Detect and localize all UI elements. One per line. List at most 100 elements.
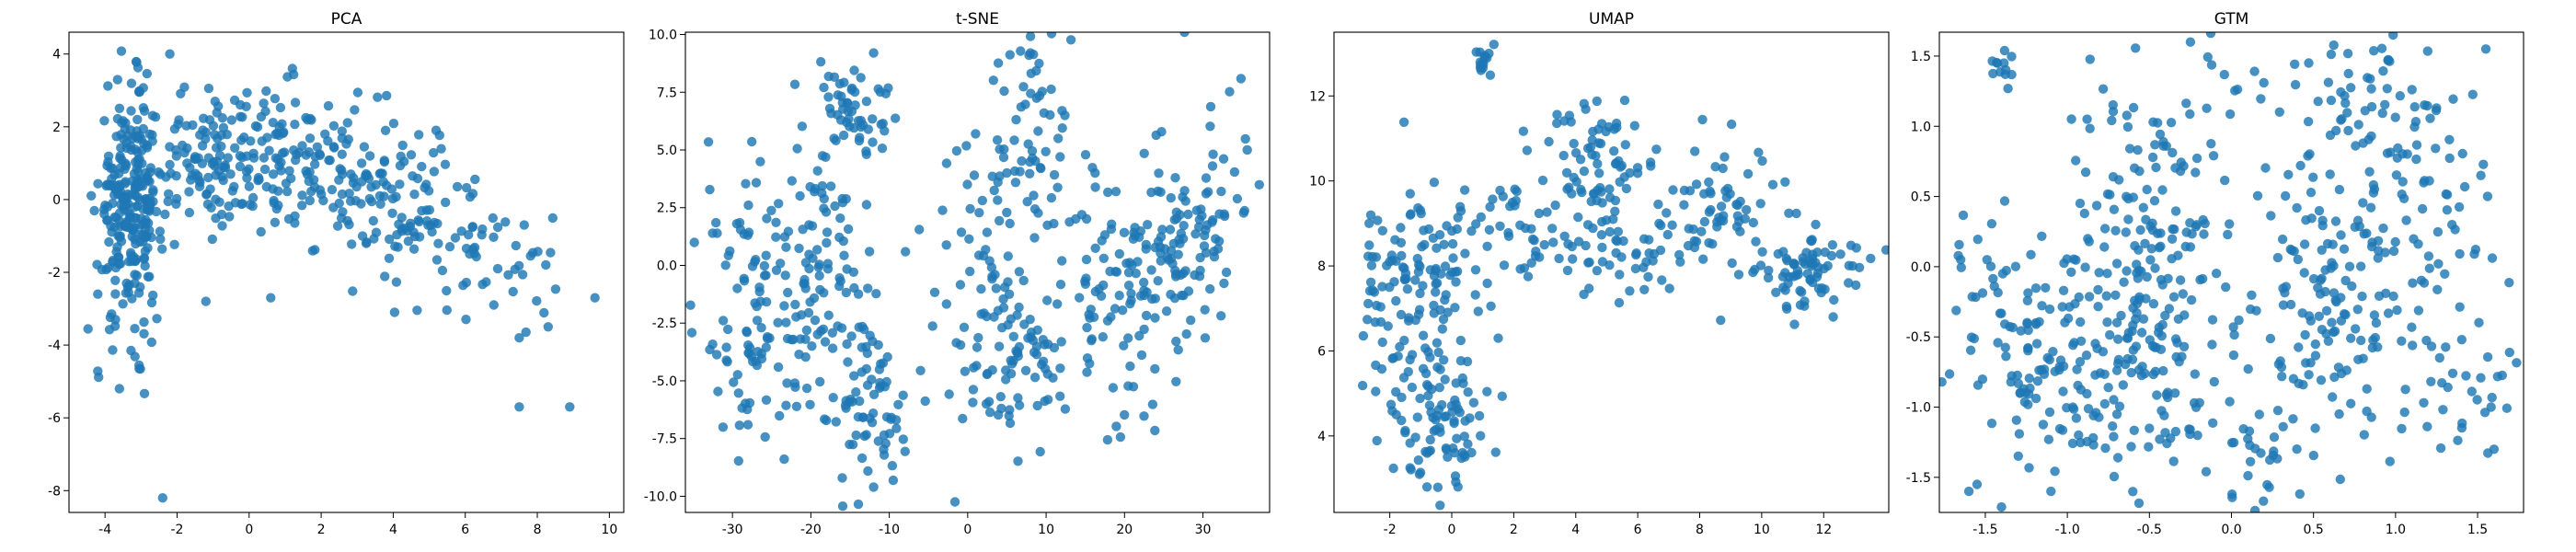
gtm-point-443 [2265, 333, 2276, 344]
tsne-ytick-label-3: -2.5 [652, 316, 677, 331]
gtm-point-445 [2310, 339, 2320, 350]
tsne-point-398 [1017, 155, 1027, 167]
gtm-point-66 [2030, 393, 2041, 404]
tsne-point-568 [1156, 232, 1167, 242]
umap-point-164 [1410, 432, 1420, 443]
gtm-point-676 [2259, 496, 2269, 506]
umap-point-410 [1704, 207, 1715, 217]
umap-point-204 [1413, 259, 1424, 270]
umap-point-262 [1573, 236, 1584, 247]
gtm-point-247 [2093, 284, 2103, 295]
umap-point-535 [1844, 278, 1854, 288]
gtm-point-578 [2398, 177, 2408, 187]
umap-point-507 [1844, 260, 1855, 270]
gtm-point-235 [2133, 245, 2144, 255]
gtm-point-540 [2447, 220, 2457, 230]
tsne-point-125 [791, 401, 802, 411]
gtm-point-604 [2342, 49, 2353, 59]
pca-point-621 [492, 263, 503, 274]
gtm-point-473 [2329, 372, 2340, 383]
umap-title: UMAP [1589, 10, 1634, 29]
gtm-point-698 [2185, 37, 2196, 47]
gtm-point-345 [2181, 98, 2191, 109]
umap-point-67 [1403, 366, 1414, 377]
gtm-point-493 [2289, 246, 2299, 257]
umap-point-352 [1632, 168, 1643, 178]
umap-point-183 [1441, 411, 1452, 421]
gtm-point-55 [1969, 333, 1980, 344]
pca-point-651 [525, 251, 535, 261]
gtm-point-369 [2108, 99, 2118, 110]
pca-point-493 [359, 142, 370, 152]
pca-point-569 [429, 147, 439, 158]
gtm-point-429 [2299, 268, 2309, 278]
umap-point-211 [1453, 213, 1463, 223]
tsne-point-308 [891, 113, 901, 123]
tsne-point-303 [823, 71, 834, 82]
gtm-point-570 [2408, 278, 2418, 288]
tsne-point-200 [837, 198, 848, 208]
umap-point-200 [1470, 265, 1481, 275]
tsne-point-4 [781, 400, 791, 410]
umap-point-120 [1371, 386, 1381, 397]
umap-point-173 [1455, 356, 1466, 366]
gtm-point-624 [2329, 40, 2339, 51]
gtm-point-621 [2290, 79, 2301, 90]
tsne-point-487 [1004, 289, 1015, 299]
tsne-point-603 [1240, 133, 1250, 144]
umap-point-188 [1466, 447, 1477, 458]
pca-point-169 [146, 232, 156, 243]
gtm-point-322 [2133, 498, 2145, 509]
pca-point-273 [147, 110, 158, 121]
pca-point-579 [393, 242, 403, 252]
umap-point-440 [1784, 208, 1794, 218]
pca-point-477 [262, 132, 272, 143]
tsne-point-301 [836, 91, 846, 101]
gtm-point-383 [2151, 162, 2161, 173]
tsne-point-577 [1125, 361, 1135, 372]
tsne-point-469 [1014, 302, 1024, 313]
pca-point-658 [114, 384, 124, 394]
gtm-point-265 [2112, 453, 2123, 463]
gtm-point-127 [2057, 302, 2067, 312]
pca-point-195 [134, 86, 144, 97]
pca-point-487 [219, 162, 229, 172]
gtm-point-110 [2103, 383, 2113, 393]
umap-point-362 [1597, 198, 1607, 208]
umap-point-163 [1434, 383, 1445, 393]
tsne-point-93 [790, 299, 800, 310]
tsne-point-21 [801, 325, 812, 336]
tsne-point-98 [771, 217, 781, 227]
gtm-point-58 [1999, 196, 2010, 206]
tsne-panel: t-SNE -30 -20 -10 0 10 20 30-10.0-7.5-5.0-2.50… [644, 10, 1271, 537]
tsne-point-400 [988, 75, 999, 86]
gtm-point-657 [2501, 403, 2513, 413]
tsne-point-185 [823, 310, 834, 320]
tsne-point-429 [1060, 110, 1070, 121]
gtm-point-240 [2150, 263, 2160, 273]
gtm-xtick-label-5: 1.0 [2386, 523, 2406, 537]
umap-point-494 [1826, 250, 1837, 261]
umap-point-389 [1559, 231, 1570, 241]
umap-point-8 [1471, 47, 1481, 57]
umap-point-288 [1592, 96, 1603, 107]
gtm-point-348 [2098, 84, 2109, 94]
gtm-point-183 [2075, 198, 2086, 209]
pca-point-453 [290, 98, 301, 108]
pca-point-347 [182, 158, 192, 168]
tsne-point-358 [968, 397, 978, 408]
tsne-point-638 [1177, 290, 1187, 301]
tsne-xtick-label-3: 0 [963, 523, 972, 537]
pca-point-618 [477, 230, 487, 240]
pca-point-622 [444, 242, 455, 252]
gtm-point-507 [2365, 202, 2376, 213]
pca-point-152 [108, 345, 118, 355]
gtm-point-381 [2202, 103, 2212, 113]
tsne-point-580 [1081, 254, 1092, 265]
umap-point-316 [1582, 144, 1593, 154]
pca-point-628 [380, 271, 390, 282]
umap-point-536 [1493, 333, 1503, 343]
pca-point-290 [133, 175, 144, 186]
gtm-point-647 [2438, 405, 2448, 415]
tsne-point-350 [1052, 299, 1063, 309]
